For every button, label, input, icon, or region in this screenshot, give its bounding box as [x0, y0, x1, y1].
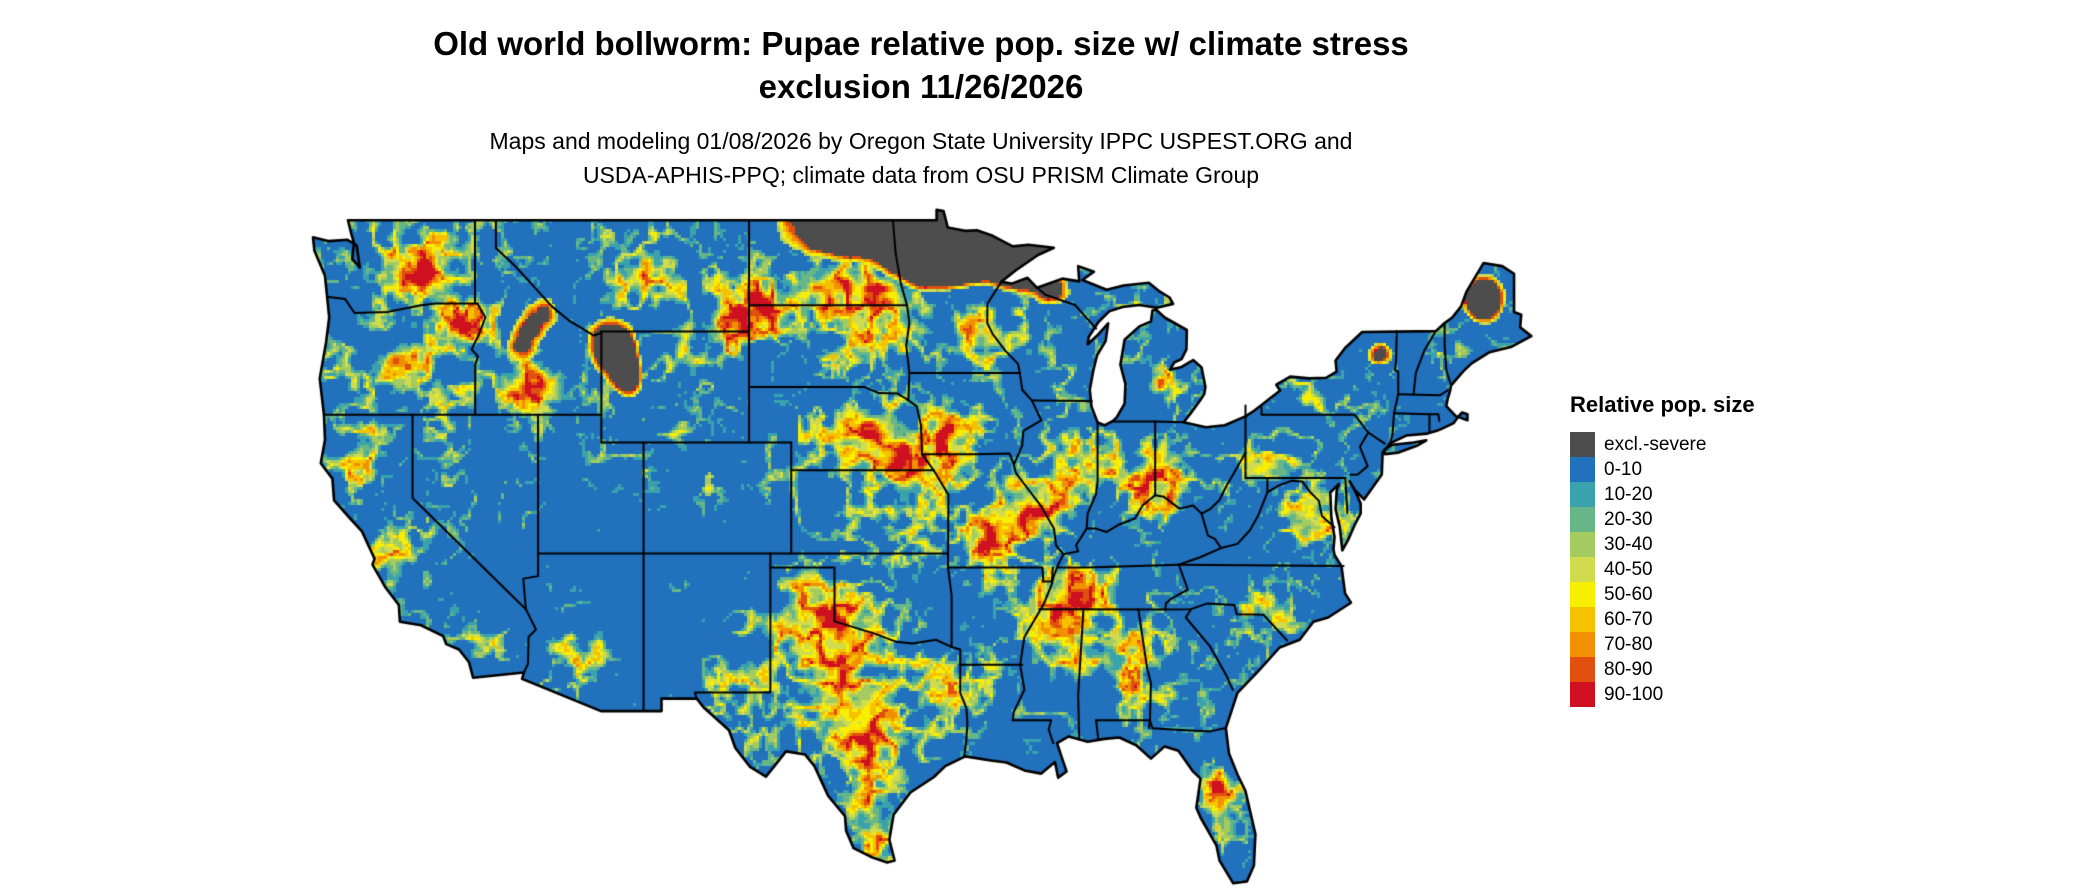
legend-swatch-icon [1570, 557, 1595, 582]
legend-label: 60-70 [1604, 608, 1653, 630]
legend-swatch-icon [1570, 607, 1595, 632]
legend-item: excl.-severe [1570, 432, 1755, 457]
legend: Relative pop. size excl.-severe 0-10 10-20… [1570, 392, 1755, 707]
legend-swatch-icon [1570, 682, 1595, 707]
legend-swatch-icon [1570, 507, 1595, 532]
legend-item: 30-40 [1570, 532, 1755, 557]
legend-item: 90-100 [1570, 682, 1755, 707]
legend-label: 10-20 [1604, 483, 1653, 505]
map-subtitle-line1: Maps and modeling 01/08/2026 by Oregon S… [489, 128, 1353, 154]
legend-items: excl.-severe 0-10 10-20 20-30 30-40 40-50 50-6… [1570, 432, 1755, 707]
legend-swatch-icon [1570, 532, 1595, 557]
legend-label: 70-80 [1604, 633, 1653, 655]
legend-item: 80-90 [1570, 657, 1755, 682]
legend-item: 70-80 [1570, 632, 1755, 657]
legend-swatch-icon [1570, 657, 1595, 682]
legend-item: 40-50 [1570, 557, 1755, 582]
legend-label: 40-50 [1604, 558, 1653, 580]
legend-swatch-icon [1570, 432, 1595, 457]
legend-label: 50-60 [1604, 583, 1653, 605]
map-subtitle: Maps and modeling 01/08/2026 by Oregon S… [0, 124, 1842, 192]
map-title-line2: exclusion 11/26/2026 [758, 68, 1084, 105]
legend-label: 20-30 [1604, 508, 1653, 530]
legend-item: 20-30 [1570, 507, 1755, 532]
legend-swatch-icon [1570, 482, 1595, 507]
legend-item: 60-70 [1570, 607, 1755, 632]
title-block: Old world bollworm: Pupae relative pop. … [0, 22, 1842, 192]
map-subtitle-line2: USDA-APHIS-PPQ; climate data from OSU PR… [582, 162, 1260, 188]
map-title-line1: Old world bollworm: Pupae relative pop. … [433, 25, 1409, 62]
legend-label: excl.-severe [1604, 433, 1707, 455]
legend-swatch-icon [1570, 632, 1595, 657]
map-title: Old world bollworm: Pupae relative pop. … [0, 22, 1842, 108]
legend-label: 90-100 [1604, 683, 1664, 705]
legend-item: 10-20 [1570, 482, 1755, 507]
legend-label: 0-10 [1604, 458, 1643, 480]
legend-item: 50-60 [1570, 582, 1755, 607]
legend-title: Relative pop. size [1570, 392, 1755, 417]
us-population-map-canvas [306, 205, 1536, 892]
legend-label: 80-90 [1604, 658, 1653, 680]
legend-swatch-icon [1570, 457, 1595, 482]
legend-swatch-icon [1570, 582, 1595, 607]
legend-item: 0-10 [1570, 457, 1755, 482]
legend-label: 30-40 [1604, 533, 1653, 555]
